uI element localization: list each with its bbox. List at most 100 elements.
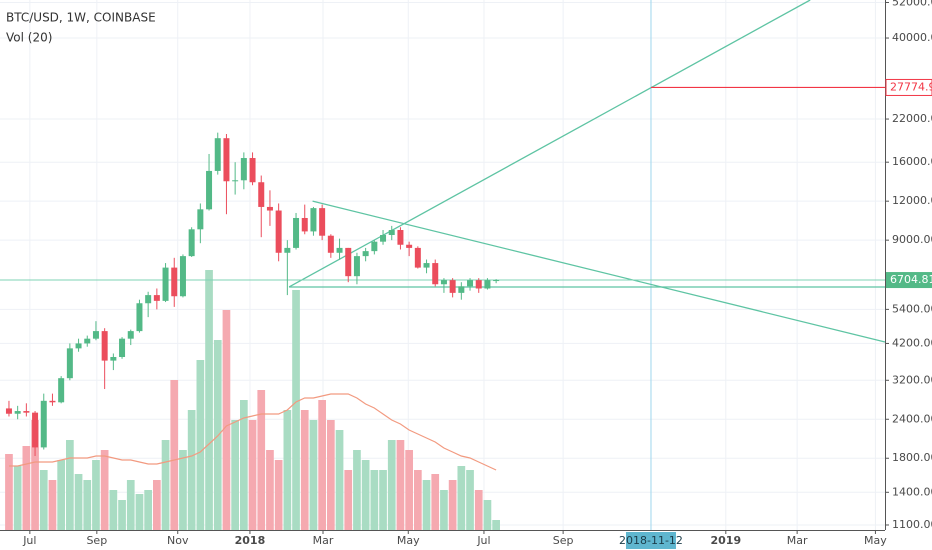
candle-body: [58, 378, 65, 403]
x-tick-label: Jul: [476, 534, 490, 547]
candle-body: [293, 217, 300, 248]
volume-bar: [326, 420, 335, 530]
trend-line: [288, 0, 811, 288]
candle-body: [353, 256, 360, 277]
candle-body: [301, 217, 308, 232]
candle-body: [197, 209, 204, 230]
volume-bar: [83, 480, 92, 530]
volume-bar: [379, 470, 387, 530]
candle-body: [32, 412, 39, 448]
candle-body: [110, 356, 117, 361]
y-tick-label: 16000.00: [892, 155, 932, 168]
y-tick-label: 1400.00: [892, 485, 932, 498]
candle-body: [484, 280, 491, 289]
candle-body: [40, 400, 47, 448]
volume-ma-line: [9, 393, 497, 471]
candle-body: [432, 263, 439, 285]
volume-bar: [57, 460, 66, 530]
candle-body: [258, 182, 265, 207]
volume-bar: [179, 450, 187, 530]
candle-body: [84, 338, 91, 344]
candle-body: [188, 229, 195, 257]
volume-bar: [170, 380, 179, 530]
candle-body: [127, 331, 134, 339]
volume-bar: [205, 270, 213, 530]
candle-body: [371, 241, 378, 252]
volume-bar: [118, 500, 126, 530]
y-tick-label: 40000.00: [892, 31, 932, 44]
volume-label: Vol (20): [6, 31, 52, 45]
candle-body: [14, 411, 21, 414]
volume-bar: [248, 420, 257, 530]
volume-bar: [396, 440, 405, 530]
volume-bar: [483, 500, 492, 530]
y-tick-label: 1100.00: [892, 518, 932, 531]
volume-bar: [13, 466, 22, 530]
volume-bar: [274, 460, 283, 530]
volume-bar: [100, 450, 109, 530]
candle-body: [206, 170, 213, 210]
candle-body: [232, 180, 239, 182]
candles-layer: [5, 132, 500, 457]
volume-bar: [48, 480, 57, 530]
y-tick-label: 52000.00: [892, 0, 932, 8]
candle-body: [75, 343, 82, 349]
y-tick-label: 22000.00: [892, 112, 932, 125]
volume-bar: [466, 470, 474, 530]
volume-bar: [22, 446, 31, 530]
volume-bar: [144, 490, 153, 530]
candle-body: [380, 234, 387, 242]
volume-bar: [448, 480, 457, 530]
candle-body: [423, 263, 430, 268]
candle-body: [5, 408, 12, 414]
x-tick-label: May: [397, 534, 420, 547]
candle-body: [493, 280, 500, 282]
volume-bar: [292, 290, 300, 530]
x-tick-label: 2019: [710, 534, 741, 547]
candle-body: [266, 206, 273, 211]
x-tick-label: Sep: [553, 534, 574, 547]
candle-body: [119, 338, 126, 357]
crosshair-label: 2018-11-12: [619, 534, 683, 547]
volume-bar: [405, 450, 413, 530]
y-tick-label: 9000.00: [892, 233, 932, 246]
candle-body: [101, 331, 108, 361]
volume-bar: [126, 480, 135, 530]
volume-bar: [283, 410, 292, 530]
crosshair-label-box: [625, 532, 676, 549]
volume-bar: [431, 474, 440, 530]
volume-bar: [109, 490, 118, 530]
drawings-layer: [0, 0, 886, 343]
candle-body: [214, 138, 221, 171]
volume-bar: [222, 310, 231, 530]
x-tick-label: May: [864, 534, 887, 547]
volume-bar: [231, 420, 239, 530]
candle-body: [284, 247, 291, 253]
trend-line: [312, 200, 886, 343]
candle-body: [440, 280, 447, 285]
candle-body: [92, 331, 99, 339]
candle-body: [162, 267, 169, 301]
candle-body: [345, 247, 352, 277]
volume-bar: [492, 520, 500, 530]
volume-bar: [213, 340, 222, 530]
candle-body: [310, 208, 317, 232]
candle-body: [145, 295, 152, 304]
x-tick-label: Jul: [22, 534, 36, 547]
price-marker-label: 27774.90: [890, 80, 932, 93]
volume-bar: [5, 454, 13, 530]
volume-bar: [39, 470, 48, 530]
candle-body: [240, 158, 247, 181]
y-tick-label: 12000.00: [892, 194, 932, 207]
candle-body: [49, 400, 56, 403]
volume-bar: [422, 480, 431, 530]
candle-body: [171, 267, 178, 297]
volume-bar: [196, 360, 205, 530]
volume-bar: [135, 494, 144, 530]
volume-layer: [5, 270, 500, 530]
volume-bar: [361, 460, 370, 530]
volume-bar: [309, 420, 318, 530]
volume-bar: [344, 470, 353, 530]
